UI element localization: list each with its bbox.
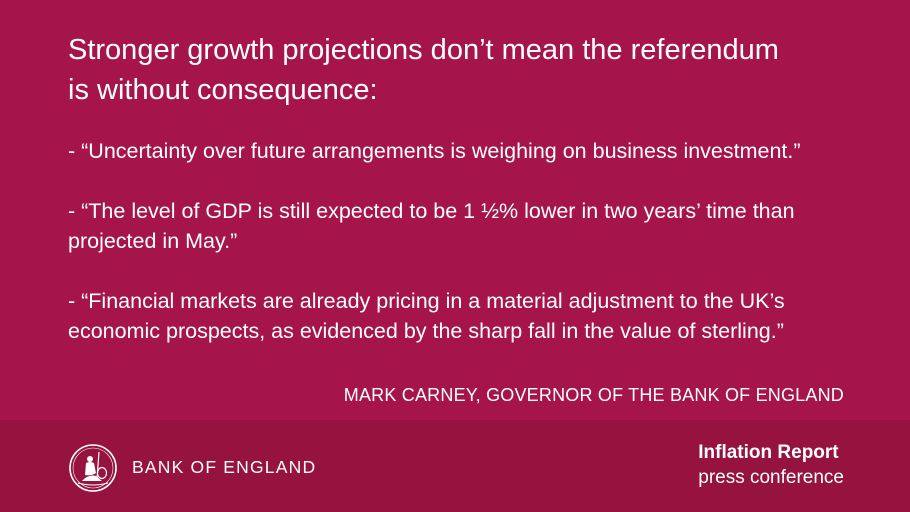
quote-line: - “Financial markets are already pricing… <box>68 289 785 313</box>
quote-line: - “The level of GDP is still expected to… <box>68 199 795 223</box>
headline-line-2: is without consequence: <box>68 74 378 106</box>
quote-line: - “Uncertainty over future arrangements … <box>68 139 801 163</box>
quote-panel: Stronger growth projections don’t mean t… <box>68 30 868 405</box>
britannia-seal-icon <box>69 444 117 492</box>
quote-item-1: - “Uncertainty over future arrangements … <box>68 136 868 166</box>
headline-line-1: Stronger growth projections don’t mean t… <box>68 34 779 66</box>
report-subtitle: press conference <box>698 467 844 488</box>
quote-attribution: MARK CARNEY, GOVERNOR OF THE BANK OF ENG… <box>343 385 844 405</box>
footer-bar: BANK OF ENGLAND Inflation Report press c… <box>0 420 910 512</box>
headline: Stronger growth projections don’t mean t… <box>68 30 858 110</box>
report-title: Inflation Report <box>698 442 839 463</box>
bank-name: BANK OF ENGLAND <box>132 457 317 477</box>
quote-list: - “Uncertainty over future arrangements … <box>68 136 868 376</box>
quote-item-2: - “The level of GDP is still expected to… <box>68 196 868 256</box>
event-label: Inflation Report press conference <box>698 440 844 490</box>
quote-line: economic prospects, as evidenced by the … <box>68 319 784 343</box>
quote-line: projected in May.” <box>68 229 238 253</box>
quote-item-3: - “Financial markets are already pricing… <box>68 286 868 346</box>
